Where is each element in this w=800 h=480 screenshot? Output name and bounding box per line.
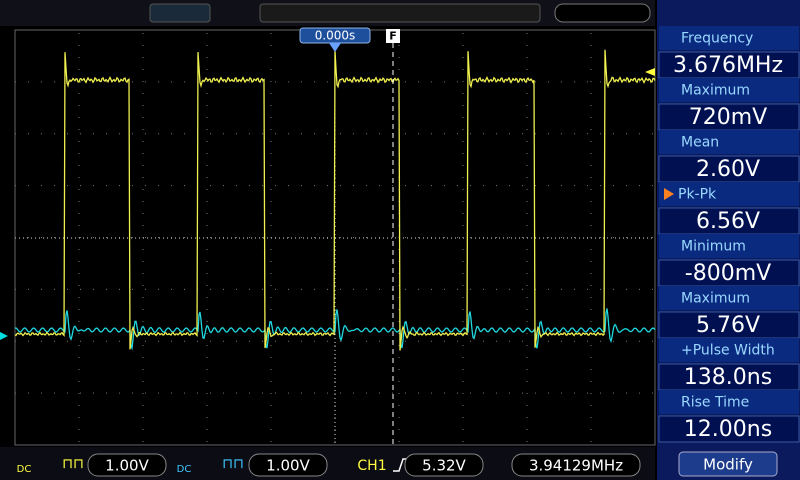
measurement-label-bg — [659, 286, 799, 310]
measurement-value: 2.60V — [696, 157, 760, 182]
ch2-scale-box[interactable] — [248, 453, 328, 477]
measurement-value-bg — [658, 311, 800, 339]
ch1-scale: 1.00V — [105, 457, 149, 475]
frequency-counter: 3.94129MHz — [529, 457, 623, 475]
measurement-value-bg — [658, 51, 800, 79]
measurement-list: Frequency 3.676MHz Maximum 720mV Mean 2.60V Pk… — [658, 26, 800, 443]
measurement-label: Frequency — [681, 31, 753, 47]
measurement-label: +Pulse Width — [681, 343, 775, 359]
trigger-source: CH1 — [357, 458, 386, 474]
trigger-level: 5.32V — [422, 457, 466, 475]
top-memory-bar — [259, 3, 541, 23]
measurement-label: Minimum — [681, 239, 746, 255]
modify-label: Modify — [703, 456, 753, 474]
measurement-label-bg — [659, 182, 799, 206]
measurement-label: Maximum — [681, 291, 750, 307]
frequency-counter-box — [511, 453, 641, 477]
measurement-value: 12.00ns — [684, 417, 772, 442]
measurement-value-bg — [658, 259, 800, 287]
top-time-box — [554, 3, 651, 23]
trigger-level-box[interactable] — [404, 453, 484, 477]
measurement-label-bg — [659, 78, 799, 102]
ch1-bw-icon: ⊓⊓ — [62, 456, 84, 472]
ch2-coupling: DC — [177, 464, 192, 475]
ch2-bw-icon: ⊓⊓ — [222, 456, 244, 472]
measurement-value: 138.0ns — [684, 365, 772, 390]
trigger-marker-box — [386, 29, 400, 43]
measurement-label: Mean — [681, 135, 719, 151]
ch-marker — [0, 332, 8, 340]
measurement-value-bg — [658, 415, 800, 443]
trigger-marker-label: F — [389, 30, 397, 43]
time-marker — [329, 43, 341, 52]
time-offset: 0.000s — [315, 29, 356, 43]
measurement-value: -800mV — [685, 261, 771, 286]
trigger-level-marker — [645, 68, 655, 76]
measurement-value-bg — [658, 363, 800, 391]
top-icon — [149, 3, 211, 23]
measurement-value-bg — [658, 207, 800, 235]
ch1-coupling: DC — [17, 464, 32, 475]
modify-button[interactable] — [678, 451, 778, 477]
ch1-scale-box[interactable] — [87, 453, 167, 477]
selected-marker — [664, 188, 674, 200]
ch2-scale: 1.00V — [266, 457, 310, 475]
measurement-label-bg — [659, 390, 799, 414]
measurement-label: Maximum — [681, 83, 750, 99]
measurement-label: Pk-Pk — [678, 187, 717, 203]
measurement-label-bg — [659, 234, 799, 258]
measurement-label: Rise Time — [681, 395, 749, 411]
measurement-value: 5.76V — [696, 313, 760, 338]
measurement-value: 6.56V — [696, 209, 760, 234]
measurement-value: 3.676MHz — [673, 53, 783, 78]
ch2-waveform — [14, 308, 656, 351]
measurement-label-bg — [659, 338, 799, 362]
measurement-value-bg — [658, 103, 800, 131]
measurement-label-bg — [659, 130, 799, 154]
measurement-value: 720mV — [689, 105, 767, 130]
measurement-label-bg — [659, 26, 799, 50]
